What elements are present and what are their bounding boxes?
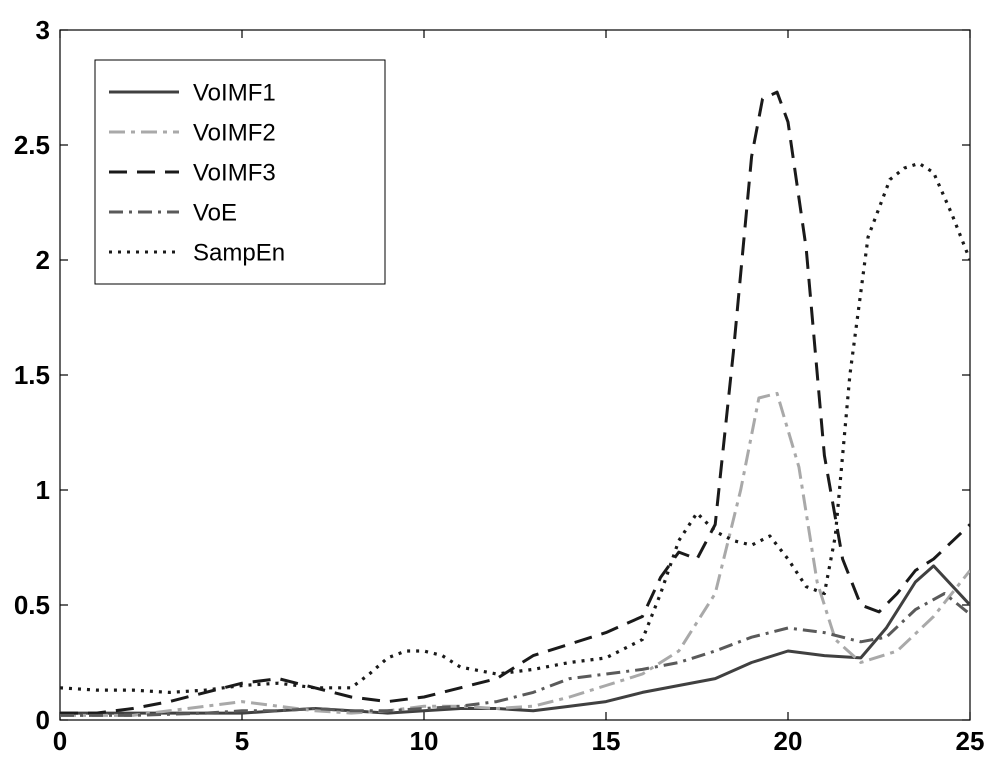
x-tick-label: 20: [774, 726, 803, 756]
x-tick-label: 0: [53, 726, 67, 756]
y-tick-label: 2.5: [14, 130, 50, 160]
legend-label-voe: VoE: [193, 199, 237, 226]
y-tick-label: 1: [36, 475, 50, 505]
x-tick-label: 25: [956, 726, 985, 756]
legend: VoIMF1 VoIMF2 VoIMF3 VoE SampEn: [95, 60, 385, 284]
series-voimf2: [60, 393, 970, 715]
x-tick-label: 5: [235, 726, 249, 756]
legend-label-voimf2: VoIMF2: [193, 119, 276, 146]
series-voe: [60, 594, 970, 716]
legend-label-voimf3: VoIMF3: [193, 159, 276, 186]
chart-svg: 0510152025s00.511.522.53VoIMF1VoIMF2VoIM…: [0, 0, 1000, 765]
chart-container: { "chart": { "type": "line", "width": 10…: [0, 0, 1000, 765]
y-tick-label: 0.5: [14, 590, 50, 620]
x-tick-label: 10: [410, 726, 439, 756]
y-tick-label: 2: [36, 245, 50, 275]
y-tick-label: 1.5: [14, 360, 50, 390]
legend-label-sampen: SampEn: [193, 239, 285, 266]
y-tick-label: 0: [36, 705, 50, 735]
legend-label-voimf1: VoIMF1: [193, 79, 276, 106]
x-tick-label: 15: [592, 726, 621, 756]
y-tick-label: 3: [36, 15, 50, 45]
